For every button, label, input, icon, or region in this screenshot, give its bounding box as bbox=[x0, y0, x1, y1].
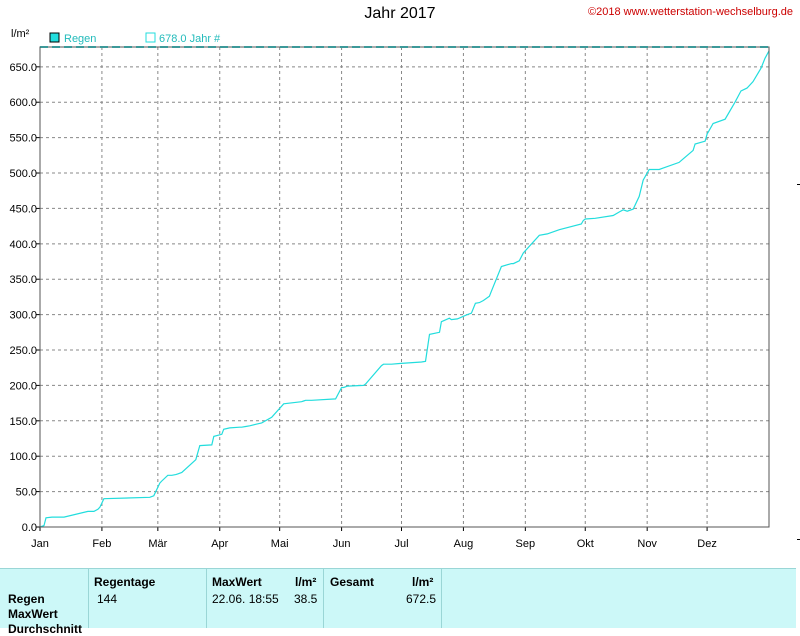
value-max-amount: 38.5 bbox=[294, 592, 318, 606]
copyright-link[interactable]: ©2018 www.wetterstation-wechselburg.de bbox=[588, 6, 793, 18]
column-divider bbox=[88, 569, 89, 628]
plot-frame bbox=[39, 46, 770, 528]
y-tick-label: 550.0 bbox=[9, 133, 37, 145]
legend-swatch-year bbox=[145, 32, 156, 43]
x-tick-label: Mai bbox=[271, 538, 289, 550]
y-tick-label: 100.0 bbox=[9, 451, 37, 463]
y-tick-label: 0.0 bbox=[22, 522, 37, 534]
series-layer bbox=[39, 46, 770, 528]
x-tick-label: Jan bbox=[31, 538, 49, 550]
row-label-regen: Regen bbox=[8, 592, 45, 606]
x-tick-label: Apr bbox=[211, 538, 228, 550]
header-unit-max: l/m² bbox=[295, 575, 317, 589]
row-label-durchschnitt: Durchschnitt bbox=[8, 622, 83, 636]
legend-label-year: 678.0 Jahr # bbox=[159, 33, 221, 45]
y-tick-label: 650.0 bbox=[9, 62, 37, 74]
header-maxwert: MaxWert bbox=[212, 575, 262, 589]
x-tick-label: Jun bbox=[333, 538, 351, 550]
x-tick-label: Mär bbox=[148, 538, 167, 550]
chart-grid bbox=[40, 47, 769, 527]
summary-panel: Regentage MaxWert l/m² Gesamt l/m² Regen… bbox=[0, 568, 796, 636]
x-tick-label: Jul bbox=[394, 538, 408, 550]
x-tick-label: Nov bbox=[637, 538, 657, 550]
value-max-date: 22.06. 18:55 bbox=[212, 592, 279, 606]
series-line-regen bbox=[39, 50, 770, 528]
x-tick-label: Aug bbox=[454, 538, 474, 550]
y-tick-label: 350.0 bbox=[9, 274, 37, 286]
y-axis-ticks: 0.0 50.0 100.0 150.0 200.0 250.0 300.0 350.0 400… bbox=[9, 62, 40, 534]
y-tick-label: 400.0 bbox=[9, 239, 37, 251]
y-tick-label: 600.0 bbox=[9, 97, 37, 109]
value-regentage: 144 bbox=[97, 592, 118, 606]
header-regentage: Regentage bbox=[94, 575, 156, 589]
value-total: 672.5 bbox=[406, 592, 437, 606]
y-tick-label: 250.0 bbox=[9, 345, 37, 357]
header-unit-total: l/m² bbox=[412, 575, 434, 589]
scrollbar-track[interactable] bbox=[796, 0, 800, 627]
y-tick-label: 200.0 bbox=[9, 380, 37, 392]
row-label-maxwert: MaxWert bbox=[8, 607, 58, 621]
column-divider bbox=[441, 569, 442, 628]
y-tick-label: 150.0 bbox=[9, 416, 37, 428]
x-tick-label: Okt bbox=[577, 538, 594, 550]
legend-swatch-regen bbox=[49, 32, 60, 43]
x-tick-label: Dez bbox=[697, 538, 717, 550]
x-tick-label: Feb bbox=[92, 538, 111, 550]
y-tick-label: 500.0 bbox=[9, 168, 37, 180]
header-gesamt: Gesamt bbox=[330, 575, 375, 589]
x-tick-label: Sep bbox=[516, 538, 536, 550]
scrollbar-tick bbox=[797, 539, 800, 540]
scrollbar-tick bbox=[797, 184, 800, 185]
y-axis-label: l/m² bbox=[11, 28, 30, 40]
chart-legend: l/m² Regen 678.0 Jahr # bbox=[11, 28, 221, 45]
y-tick-label: 450.0 bbox=[9, 203, 37, 215]
y-tick-label: 50.0 bbox=[16, 487, 37, 499]
chart-title: Jahr 2017 bbox=[364, 5, 436, 22]
legend-label-regen: Regen bbox=[64, 33, 96, 45]
y-tick-label: 300.0 bbox=[9, 310, 37, 322]
column-divider bbox=[323, 569, 324, 628]
rain-chart: l/m² Regen 678.0 Jahr # 0.0 50.0 100.0 150.… bbox=[9, 28, 770, 550]
x-axis-ticks: Jan Feb Mär Apr Mai Jun Jul Aug Sep Okt Nov Dez bbox=[31, 527, 717, 550]
column-divider bbox=[206, 569, 207, 628]
